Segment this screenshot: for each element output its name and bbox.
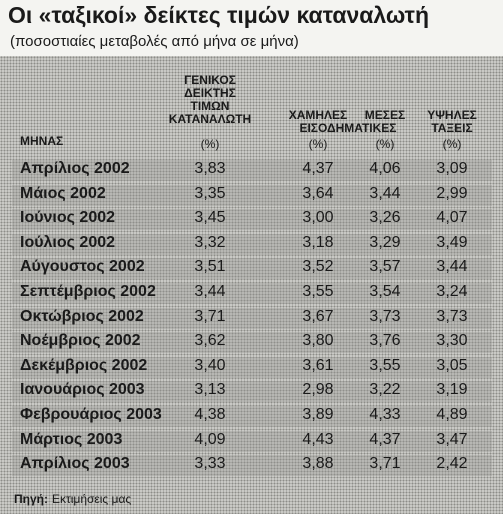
value-cell: 3,26	[369, 209, 401, 227]
header-label: ΥΨΗΛΕΣ	[427, 108, 477, 122]
month-cell: Οκτώβριος 2002	[20, 307, 144, 325]
value-cell: 3,24	[436, 283, 468, 300]
value-cell: 4,37	[302, 160, 334, 177]
value-cell: 3,80	[302, 332, 334, 350]
header-unit: (%)	[308, 137, 328, 151]
source-label: Πηγή:	[14, 492, 48, 506]
value-cell: 3,76	[369, 332, 401, 350]
value-cell: 3,32	[194, 233, 226, 251]
header-label: ΤΙΜΩΝ	[190, 99, 230, 113]
value-cell: 4,07	[436, 209, 468, 227]
value-cell: 3,30	[436, 332, 468, 350]
month-cell: Αύγουστος 2002	[20, 258, 145, 276]
table-panel	[0, 56, 503, 514]
header-month: ΜΗΝΑΣ	[20, 134, 64, 148]
month-cell: Σεπτέμβριος 2002	[20, 283, 156, 300]
value-cell: 3,44	[436, 258, 468, 276]
month-cell: Απρίλιος 2003	[20, 455, 130, 473]
month-cell: Νοέμβριος 2002	[20, 332, 141, 350]
header-unit: (%)	[442, 137, 462, 151]
value-cell: 3,13	[194, 381, 226, 399]
row-background	[12, 406, 492, 427]
value-cell: 2,99	[436, 184, 468, 202]
value-cell: 3,54	[369, 283, 401, 300]
value-cell: 3,29	[369, 233, 401, 251]
value-cell: 3,44	[194, 283, 226, 300]
value-cell: 3,57	[369, 258, 401, 276]
source-text: Εκτιμήσεις μας	[52, 492, 132, 506]
title: Οι «ταξικοί» δείκτες τιμών καταναλωτή	[8, 2, 429, 28]
value-cell: 2,42	[436, 455, 468, 473]
value-cell: 3,71	[369, 455, 401, 473]
value-cell: 3,55	[302, 283, 334, 300]
header-label: ΔΕΙΚΤΗΣ	[184, 86, 236, 100]
value-cell: 4,38	[194, 406, 226, 423]
header-label: ΜΕΣΕΣ	[364, 108, 406, 122]
value-cell: 2,98	[302, 381, 334, 399]
header-label: ΤΑΞΕΙΣ	[431, 121, 473, 135]
month-cell: Δεκέμβριος 2002	[20, 356, 148, 374]
row-background	[12, 184, 492, 206]
row-background	[12, 455, 492, 477]
value-cell: 3,44	[369, 184, 401, 202]
value-cell: 3,55	[369, 356, 401, 374]
header-label: ΧΑΜΗΛΕΣ	[288, 108, 348, 122]
value-cell: 4,89	[436, 406, 468, 423]
value-cell: 3,71	[194, 307, 226, 325]
row-background	[12, 258, 492, 280]
month-cell: Απρίλιος 2002	[20, 160, 130, 177]
value-cell: 4,43	[302, 430, 334, 448]
row-background	[12, 233, 492, 255]
value-cell: 3,35	[194, 184, 226, 202]
value-cell: 3,18	[302, 233, 334, 251]
row-background	[12, 283, 492, 304]
value-cell: 3,89	[302, 406, 334, 423]
row-background	[12, 160, 492, 181]
header-group: ΕΙΣΟΔΗΜΑΤΙΚΕΣ	[299, 121, 397, 135]
value-cell: 3,19	[436, 381, 468, 399]
value-cell: 3,83	[194, 160, 226, 177]
value-cell: 3,88	[302, 455, 334, 473]
row-background	[12, 209, 492, 231]
month-cell: Φεβρουάριος 2003	[20, 406, 162, 423]
month-cell: Μάιος 2002	[20, 184, 106, 202]
value-cell: 3,22	[369, 381, 401, 399]
value-cell: 4,06	[369, 160, 401, 177]
value-cell: 3,05	[436, 356, 468, 374]
value-cell: 4,37	[369, 430, 401, 448]
month-cell: Μάρτιος 2003	[20, 430, 123, 448]
subtitle: (ποσοστιαίες μεταβολές από μήνα σε μήνα)	[10, 33, 299, 50]
value-cell: 3,73	[436, 307, 468, 325]
row-background	[12, 381, 492, 403]
value-cell: 3,62	[194, 332, 226, 350]
value-cell: 3,49	[436, 233, 468, 251]
value-cell: 4,33	[369, 406, 401, 423]
header-unit: (%)	[200, 137, 220, 151]
value-cell: 3,45	[194, 209, 226, 227]
header-label: ΓΕΝΙΚΟΣ	[184, 73, 236, 87]
value-cell: 3,51	[194, 258, 226, 276]
row-background	[12, 430, 492, 452]
value-cell: 3,47	[436, 430, 468, 448]
value-cell: 3,61	[302, 356, 334, 374]
month-cell: Ιανουάριος 2003	[20, 381, 145, 399]
value-cell: 3,73	[369, 307, 401, 325]
value-cell: 3,64	[302, 184, 334, 202]
value-cell: 3,52	[302, 258, 334, 276]
month-cell: Ιούλιος 2002	[20, 233, 116, 251]
month-cell: Ιούνιος 2002	[20, 209, 116, 227]
value-cell: 3,00	[302, 209, 334, 227]
value-cell: 4,09	[194, 430, 226, 448]
row-background	[12, 332, 492, 354]
header-label: ΚΑΤΑΝΑΛΩΤΗ	[168, 112, 252, 126]
value-cell: 3,09	[436, 160, 468, 177]
value-cell: 3,33	[194, 455, 226, 473]
value-cell: 3,67	[302, 307, 334, 325]
row-background	[12, 307, 492, 329]
row-background	[12, 356, 492, 378]
value-cell: 3,40	[194, 356, 226, 374]
header-unit: (%)	[375, 137, 395, 151]
